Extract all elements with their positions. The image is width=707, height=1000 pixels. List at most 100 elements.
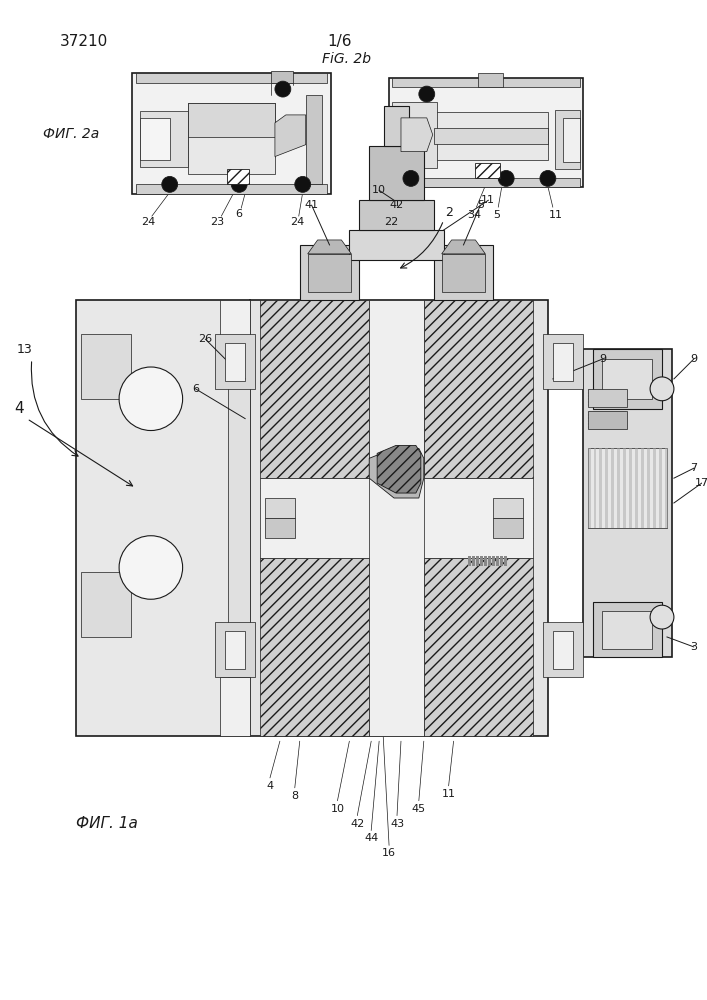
Text: 24: 24 <box>290 217 304 227</box>
Bar <box>226 631 245 669</box>
Bar <box>600 448 602 528</box>
Bar <box>647 448 650 528</box>
Bar <box>271 71 293 83</box>
Bar <box>433 112 548 160</box>
Text: 5: 5 <box>493 210 500 220</box>
Bar <box>227 169 249 184</box>
Circle shape <box>540 170 556 186</box>
Circle shape <box>231 176 247 192</box>
Bar <box>629 448 632 528</box>
Bar <box>442 254 485 292</box>
Bar <box>369 300 423 736</box>
Text: 6: 6 <box>192 384 199 394</box>
Bar <box>592 602 662 657</box>
Bar <box>81 572 131 637</box>
Text: 10: 10 <box>372 185 386 195</box>
Bar <box>641 448 644 528</box>
Text: 4: 4 <box>267 781 274 791</box>
Polygon shape <box>442 240 485 254</box>
Bar <box>226 343 245 381</box>
Text: 8: 8 <box>291 791 298 801</box>
Bar <box>265 498 295 518</box>
Text: 44: 44 <box>364 833 378 843</box>
Bar <box>617 448 620 528</box>
Text: FiG. 2b: FiG. 2b <box>322 52 370 66</box>
Polygon shape <box>401 118 433 152</box>
Text: 4: 4 <box>14 401 23 416</box>
Bar <box>392 102 437 168</box>
Bar <box>384 106 409 146</box>
Bar <box>221 300 250 359</box>
Circle shape <box>295 176 310 192</box>
Text: 16: 16 <box>382 848 396 858</box>
Bar <box>349 230 444 260</box>
Bar <box>588 448 667 528</box>
Circle shape <box>650 377 674 401</box>
Bar <box>583 349 672 657</box>
Polygon shape <box>369 448 423 498</box>
Bar <box>593 448 597 528</box>
Bar <box>659 448 662 528</box>
Bar <box>563 118 580 162</box>
Bar <box>136 184 327 194</box>
Bar <box>140 111 187 167</box>
Bar <box>489 556 491 566</box>
Bar <box>555 110 580 169</box>
Circle shape <box>403 170 419 186</box>
Text: 26: 26 <box>199 334 213 344</box>
Text: 13: 13 <box>17 343 33 356</box>
Polygon shape <box>275 115 305 157</box>
Bar <box>216 622 255 677</box>
Bar <box>493 518 523 538</box>
Text: 6: 6 <box>235 209 243 219</box>
Bar <box>553 343 573 381</box>
Polygon shape <box>423 558 533 736</box>
Bar <box>308 254 351 292</box>
Circle shape <box>650 605 674 629</box>
Bar <box>140 118 170 160</box>
Bar <box>484 556 487 566</box>
Bar <box>392 178 580 187</box>
Text: 5: 5 <box>477 200 484 210</box>
Bar <box>228 359 250 677</box>
Text: 42: 42 <box>350 819 364 829</box>
Circle shape <box>498 170 514 186</box>
Circle shape <box>119 536 182 599</box>
Text: 2: 2 <box>445 206 452 219</box>
Bar <box>132 73 330 194</box>
Circle shape <box>275 81 291 97</box>
Bar <box>501 556 503 566</box>
Bar <box>543 334 583 389</box>
Bar <box>635 448 638 528</box>
Bar <box>260 478 533 558</box>
Bar <box>265 518 295 538</box>
Bar <box>433 128 548 144</box>
Polygon shape <box>308 240 351 254</box>
Bar <box>493 498 523 518</box>
Bar <box>475 163 501 178</box>
Bar <box>653 448 656 528</box>
Bar <box>477 556 479 566</box>
Bar <box>496 556 499 566</box>
Circle shape <box>419 86 435 102</box>
Bar <box>389 78 583 187</box>
Bar <box>592 349 662 409</box>
Bar <box>543 622 583 677</box>
Text: 1/6: 1/6 <box>327 34 352 49</box>
Text: 9: 9 <box>690 354 697 364</box>
Polygon shape <box>423 300 533 478</box>
Text: 11: 11 <box>481 195 496 205</box>
Bar <box>588 411 627 429</box>
Text: 23: 23 <box>210 217 224 227</box>
Text: 37210: 37210 <box>59 34 107 49</box>
Circle shape <box>162 176 177 192</box>
Bar <box>359 200 433 230</box>
Bar <box>216 334 255 389</box>
Bar <box>392 78 580 87</box>
Polygon shape <box>377 445 421 493</box>
Text: 7: 7 <box>690 463 697 473</box>
Bar <box>76 300 250 736</box>
Text: 34: 34 <box>467 210 481 220</box>
Text: 17: 17 <box>695 478 707 488</box>
Bar <box>665 448 668 528</box>
